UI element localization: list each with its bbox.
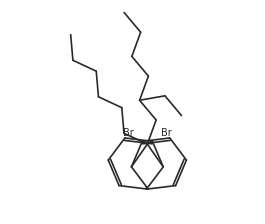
Text: Br: Br <box>123 127 133 138</box>
Text: Br: Br <box>161 127 172 138</box>
